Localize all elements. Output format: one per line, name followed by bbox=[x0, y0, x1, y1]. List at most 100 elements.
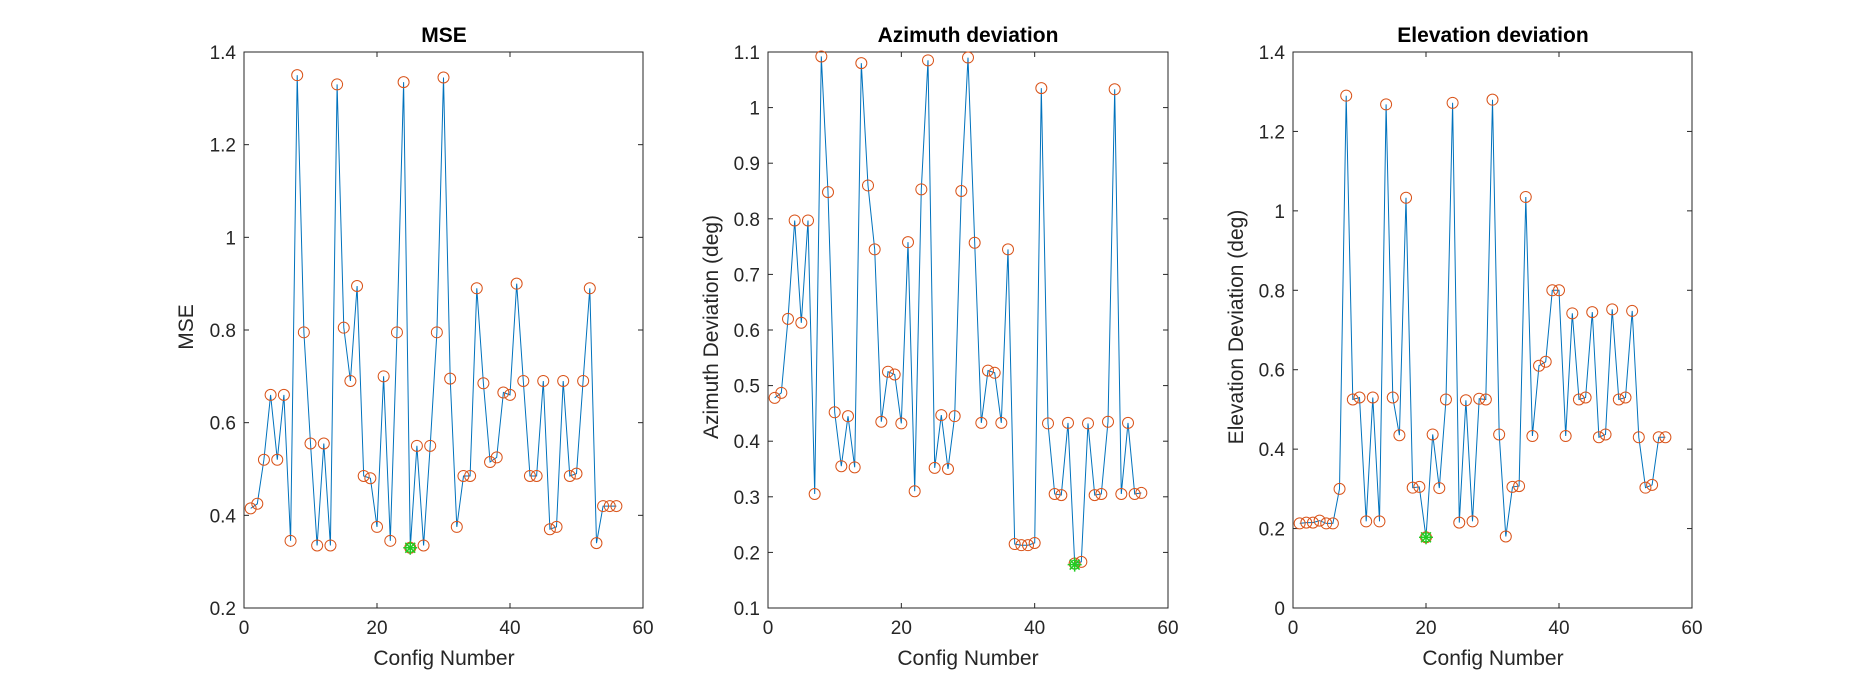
best-point-marker bbox=[1419, 530, 1433, 545]
data-point bbox=[1400, 191, 1413, 204]
y-tick-label: 1 bbox=[749, 99, 760, 120]
data-point bbox=[1406, 481, 1419, 494]
data-point bbox=[1122, 416, 1134, 429]
data-point bbox=[344, 374, 357, 387]
data-point bbox=[523, 469, 536, 482]
data-point bbox=[1055, 489, 1068, 502]
y-tick-label: 0.2 bbox=[210, 599, 236, 620]
data-point bbox=[1659, 431, 1672, 444]
data-point bbox=[583, 282, 596, 295]
data-point bbox=[1466, 515, 1479, 528]
data-point bbox=[530, 469, 543, 482]
data-point bbox=[317, 437, 330, 450]
data-point bbox=[1128, 488, 1141, 501]
y-tick-label: 1.4 bbox=[210, 43, 237, 64]
data-point bbox=[464, 469, 477, 482]
data-point bbox=[1115, 488, 1128, 501]
chart-title: Elevation deviation bbox=[1397, 24, 1588, 47]
y-tick-label: 0.8 bbox=[210, 321, 236, 342]
data-point bbox=[995, 416, 1008, 429]
data-point bbox=[788, 214, 801, 227]
data-point bbox=[1612, 393, 1625, 406]
data-point bbox=[1346, 393, 1359, 406]
y-tick-label: 0.2 bbox=[1259, 520, 1285, 541]
data-point bbox=[848, 461, 861, 474]
data-point bbox=[1459, 394, 1472, 407]
data-point bbox=[1586, 306, 1599, 319]
data-point bbox=[397, 76, 410, 89]
data-point bbox=[1360, 515, 1373, 528]
data-point bbox=[1035, 82, 1048, 95]
panel-mse: MSE Config Number MSE 0 20 40 60 0.2 0.4 0.6 0.… bbox=[175, 24, 654, 670]
data-point bbox=[337, 321, 350, 334]
y-tick-label: 0 bbox=[1274, 599, 1285, 620]
data-point bbox=[1373, 515, 1386, 528]
data-point bbox=[1533, 359, 1546, 372]
best-point-marker bbox=[1067, 557, 1082, 572]
data-point bbox=[610, 500, 623, 513]
data-point bbox=[922, 54, 934, 67]
data-point bbox=[888, 368, 901, 381]
y-tick-label: 0.6 bbox=[210, 414, 236, 435]
data-point bbox=[304, 437, 317, 450]
data-point bbox=[417, 539, 430, 552]
data-point bbox=[1592, 431, 1605, 444]
data-point bbox=[1446, 96, 1459, 109]
data-point bbox=[1439, 393, 1452, 406]
y-tick-label: 0.4 bbox=[734, 432, 761, 453]
data-point bbox=[384, 534, 397, 547]
data-point bbox=[1506, 480, 1519, 493]
y-tick-label: 0.6 bbox=[734, 321, 760, 342]
data-point bbox=[915, 183, 928, 196]
data-point bbox=[490, 451, 503, 464]
y-tick-label: 0.2 bbox=[734, 543, 760, 564]
y-tick-label: 0.4 bbox=[210, 506, 237, 527]
data-point bbox=[935, 409, 948, 422]
data-point bbox=[1546, 284, 1559, 297]
x-tick-label: 20 bbox=[366, 618, 387, 639]
x-tick-label: 40 bbox=[499, 618, 520, 639]
x-tick-label: 20 bbox=[891, 618, 912, 639]
data-point bbox=[828, 406, 841, 419]
data-point bbox=[377, 370, 390, 383]
data-point bbox=[868, 243, 881, 256]
y-tick-label: 1 bbox=[1274, 202, 1285, 223]
data-point bbox=[1473, 392, 1486, 405]
data-point bbox=[497, 386, 510, 399]
data-point bbox=[517, 374, 530, 387]
x-tick-label: 60 bbox=[1681, 618, 1702, 639]
data-point bbox=[264, 388, 277, 401]
data-point bbox=[1008, 538, 1021, 551]
x-tick-label: 40 bbox=[1548, 618, 1569, 639]
data-point bbox=[1366, 391, 1379, 404]
data-point bbox=[968, 236, 981, 249]
data-point bbox=[597, 500, 610, 513]
data-point bbox=[942, 463, 954, 475]
data-point bbox=[390, 326, 403, 339]
data-point bbox=[1333, 482, 1346, 495]
data-point bbox=[982, 364, 994, 377]
data-point bbox=[577, 374, 590, 387]
data-point bbox=[563, 469, 576, 482]
x-tick-label: 40 bbox=[1024, 618, 1045, 639]
y-tick-label: 0.3 bbox=[734, 488, 760, 509]
best-point-ring bbox=[1420, 532, 1432, 543]
data-point bbox=[1566, 307, 1579, 320]
data-point bbox=[882, 365, 894, 378]
data-point bbox=[271, 453, 284, 466]
x-tick-label: 0 bbox=[239, 618, 250, 639]
data-point bbox=[1393, 429, 1406, 442]
best-point-ring bbox=[1069, 559, 1080, 570]
data-point bbox=[1380, 98, 1393, 111]
data-point bbox=[975, 416, 988, 429]
data-point bbox=[808, 488, 821, 501]
panel-elevation: Elevation deviation Config Number Elevat… bbox=[1225, 24, 1703, 670]
y-tick-label: 0.6 bbox=[1259, 361, 1285, 382]
data-point bbox=[450, 520, 463, 533]
data-point bbox=[955, 185, 968, 197]
data-point bbox=[835, 460, 848, 473]
data-point bbox=[277, 388, 290, 401]
data-point bbox=[1062, 416, 1074, 429]
data-point bbox=[1599, 428, 1612, 441]
data-point bbox=[1553, 284, 1565, 297]
